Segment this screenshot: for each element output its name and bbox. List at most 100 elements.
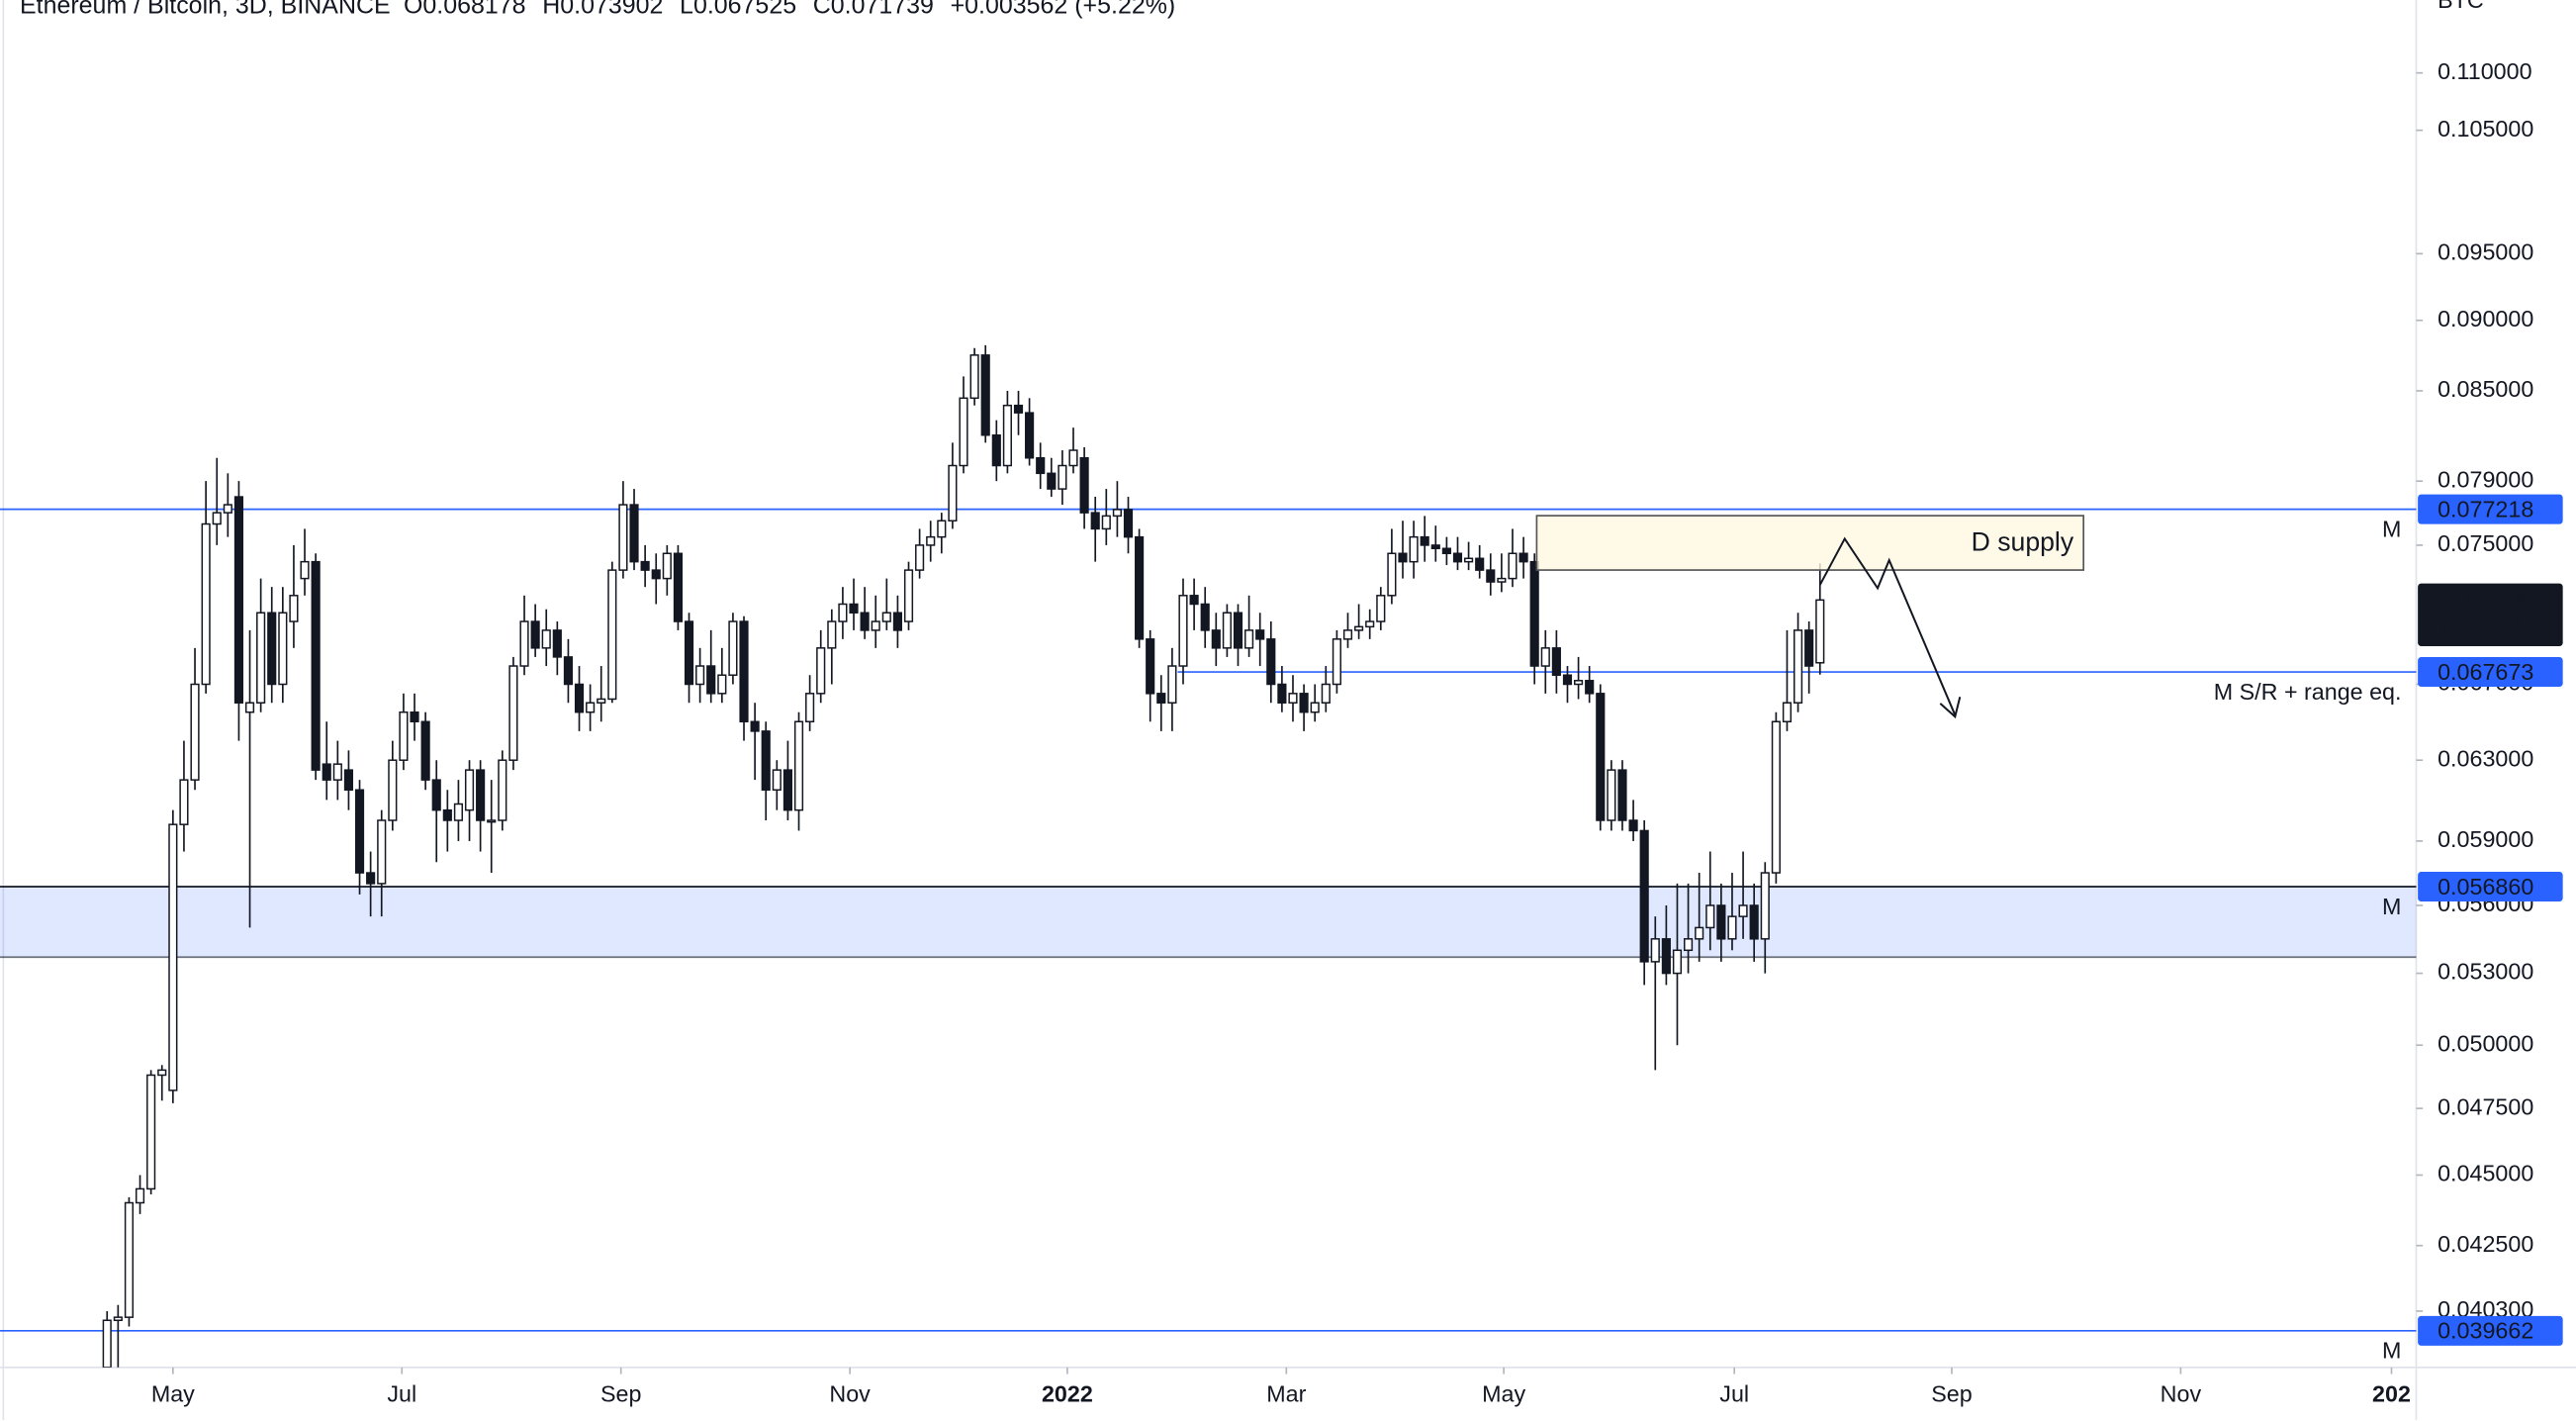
candle-body [1695,926,1704,940]
last-price-tag [2418,583,2563,646]
candle-body [1310,702,1320,713]
supply-zone-label: D supply [1972,526,2074,556]
y-tick-label: 0.079000 [2438,466,2533,492]
candle-body [1222,612,1232,649]
candle-body [1585,680,1595,695]
y-tick-label: 0.042500 [2438,1231,2533,1257]
candle-body [915,544,925,571]
candle-body [1760,872,1770,940]
candle-body [300,560,310,580]
candle-body [157,1069,167,1077]
candle-body [1277,683,1287,704]
candle-body [289,595,299,622]
level-note: M S/R + range eq. [2214,679,2402,705]
candle-body [1782,702,1793,723]
candle-body [1596,693,1606,821]
candle-body [772,769,782,791]
candle-body [1793,629,1803,704]
level-tag-label: 0.077218 [2438,496,2533,521]
y-tick-label: 0.105000 [2438,116,2533,142]
candle-body [881,612,891,622]
candle-body [684,620,694,686]
candle-body [980,354,990,436]
candle-body [782,769,792,811]
candle-body [1518,552,1528,563]
candle-body [1683,938,1694,952]
candle-body [871,620,880,631]
level-tag [2418,494,2563,524]
candle-body [1255,629,1265,640]
candle-body [1178,595,1188,667]
candle-body [1112,509,1122,518]
x-tick-label: Nov [829,1380,871,1406]
candle-body [244,702,255,713]
price-tags: M 0.077218 M S/R + range eq. 0.067673 M 0.056… [2214,494,2563,1364]
candle-body [508,665,518,761]
candle-body [673,552,684,622]
candle-body [1244,629,1254,649]
candle-body [937,520,947,538]
candle-body [1452,552,1463,563]
candle-body [640,560,650,571]
candle-body [1002,404,1012,467]
candle-body [1475,557,1485,571]
level-note: M [2382,1338,2401,1364]
candle-body [1430,544,1440,550]
candle-body [1617,769,1627,821]
candle-body [827,620,837,649]
candle-body [1365,620,1375,628]
candle-body [1146,638,1155,695]
candle-body [1156,693,1166,704]
candle-body [1101,515,1111,530]
candle-body [1815,599,1825,664]
y-tick-label: 0.059000 [2438,826,2533,852]
candle-body [113,1316,123,1322]
candle-body [1464,557,1474,563]
candle-body [695,665,705,686]
candle-body [1233,612,1243,649]
candle-body [1551,647,1561,676]
candle-body [1574,680,1584,686]
y-tick-label: 0.110000 [2438,58,2531,84]
level-tag-label: 0.067673 [2438,659,2533,685]
candle-body [586,702,596,713]
candle-body [519,620,529,667]
candle-body [1299,693,1309,713]
candle-body [1321,683,1331,704]
candle-body [969,354,979,400]
candle-body [1540,647,1550,667]
support-zone [0,886,2417,958]
candle-body [1639,829,1649,963]
candle-body [662,552,672,580]
y-tick-label: 0.085000 [2438,376,2533,402]
x-tick-label: 2022 [1042,1380,1093,1406]
candle-body [1771,720,1781,874]
candle-body [201,522,211,686]
candle-body [1211,629,1221,649]
candle-body [816,647,826,695]
candle-body [498,759,507,821]
candle-body [453,803,464,821]
candle-body [1650,938,1660,963]
candle-body [233,496,244,704]
supply-zone [1535,515,2084,571]
candle-body [278,612,288,686]
zones [0,508,2417,1332]
candle-body [212,512,222,525]
header: Ethereum / Bitcoin, 3D, BINANCE BTC [20,0,2484,19]
ohlc-value: +0.003562 (+5.22%) [951,0,1176,19]
y-tick-label: 0.047500 [2438,1093,2533,1119]
candle-body [442,808,452,821]
candle-body [1025,412,1035,459]
y-tick-label: 0.053000 [2438,959,2533,985]
candle-body [1200,603,1210,631]
candle-body [793,720,804,811]
x-tick-label: Sep [1931,1380,1972,1406]
candle-body [1036,456,1046,475]
symbol-title: Ethereum / Bitcoin, 3D, BINANCE [20,0,391,19]
x-tick-label: Sep [600,1380,641,1406]
candle-body [618,504,628,571]
x-tick-label: Nov [2161,1380,2202,1406]
candle-body [1705,904,1715,929]
